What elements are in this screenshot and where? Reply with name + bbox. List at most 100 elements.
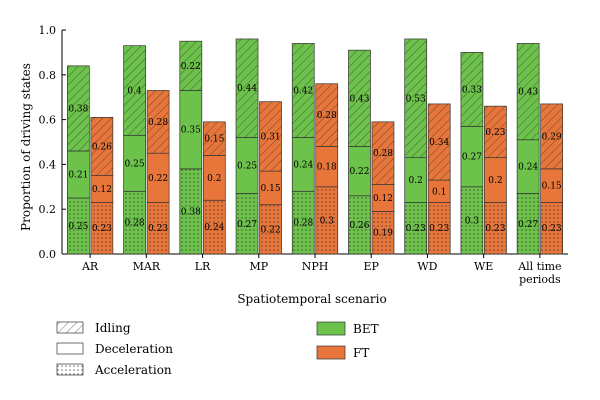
bar-fill — [292, 137, 315, 192]
bar-segment-ft-idling: 0.31 — [259, 101, 282, 172]
bar-segment-ft-deceleration: 0.15 — [259, 170, 282, 206]
y-tick-label: 0.2 — [39, 203, 57, 216]
bar-fill — [67, 150, 90, 198]
bar-segment-bet-idling: 0.43 — [516, 43, 540, 141]
bar-segment-ft-acceleration: 0.19 — [371, 211, 395, 255]
bar-hatch — [179, 41, 202, 91]
legend-label: Acceleration — [94, 363, 172, 377]
data-label: 0.24 — [293, 160, 313, 170]
bar-segment-ft-idling: 0.28 — [371, 121, 395, 185]
bar-dots — [179, 168, 202, 254]
data-label: 0.42 — [293, 86, 313, 96]
bar-segment-ft-idling: 0.23 — [484, 105, 507, 159]
x-tick-label: LR — [195, 260, 211, 273]
bar-hatch — [517, 43, 540, 140]
bar-fill — [371, 184, 394, 212]
bar-segment-bet-deceleration: 0.24 — [516, 139, 540, 194]
bar-dots — [147, 202, 170, 254]
bar-dots — [404, 202, 427, 254]
y-axis-title: Proportion of driving states — [19, 63, 33, 231]
bar-hatch — [90, 117, 113, 176]
legend-item-ft: FT — [316, 345, 369, 360]
bar-hatch — [236, 38, 259, 138]
data-label: 0.21 — [68, 170, 88, 180]
bar-outline — [179, 40, 203, 91]
bar-segment-bet-deceleration: 0.2 — [404, 157, 428, 203]
bar-segment-ft-deceleration: 0.12 — [371, 184, 395, 212]
bar-segment-ft-idling: 0.26 — [90, 117, 114, 176]
data-label: 0.19 — [373, 229, 393, 239]
bar-outline — [67, 65, 90, 152]
bar-dots — [203, 200, 226, 254]
bar-segment-bet-deceleration: 0.25 — [123, 134, 146, 192]
data-label: 0.4 — [127, 86, 142, 96]
bar-hatch — [315, 83, 338, 147]
bar-segment-bet-idling: 0.4 — [123, 45, 146, 136]
bar-outline — [202, 121, 226, 156]
bar-dots — [259, 204, 282, 254]
bar-dots — [90, 202, 113, 254]
bar-fill — [540, 168, 563, 203]
bar-fill — [259, 171, 282, 205]
bar-segment-bet-acceleration: 0.28 — [291, 190, 315, 255]
bar-outline — [484, 105, 507, 159]
bar-segment-bet-idling: 0.42 — [291, 43, 315, 138]
bar-segment-ft-acceleration: 0.23 — [90, 202, 114, 255]
bar-hatch — [484, 106, 507, 158]
bar-dots — [540, 202, 563, 254]
bar-segment-bet-acceleration: 0.23 — [404, 202, 428, 255]
data-label: 0.23 — [485, 128, 505, 138]
bar-segment-bet-acceleration: 0.38 — [179, 168, 203, 255]
x-tick-label: periods — [519, 273, 561, 286]
y-tick-label: 0.4 — [39, 158, 57, 171]
bar-hatch — [460, 52, 483, 127]
data-label: 0.53 — [406, 94, 426, 104]
data-label: 0.15 — [204, 135, 224, 145]
bar-fill — [123, 135, 146, 192]
data-label: 0.28 — [293, 219, 313, 229]
data-label: 0.27 — [462, 153, 482, 163]
bar-outline — [90, 117, 114, 176]
data-label: 0.12 — [92, 185, 112, 195]
data-label: 0.27 — [518, 220, 538, 230]
bar-fill — [428, 180, 451, 203]
bar-dots — [428, 202, 451, 254]
bar-segment-bet-idling: 0.33 — [460, 52, 484, 127]
legend-swatch-outline — [56, 321, 84, 334]
data-label: 0.23 — [485, 224, 505, 234]
data-label: 0.22 — [349, 167, 369, 177]
data-label: 0.23 — [406, 224, 426, 234]
bar-dots — [123, 191, 146, 254]
data-label: 0.2 — [488, 176, 502, 186]
bar-segment-ft-deceleration: 0.18 — [315, 146, 339, 188]
legend-item-deceleration: Deceleration — [56, 342, 173, 356]
bar-segment-bet-acceleration: 0.3 — [460, 186, 484, 255]
bar-hatch — [404, 38, 427, 158]
data-label: 0.12 — [373, 194, 393, 204]
bar-segment-ft-deceleration: 0.2 — [484, 157, 507, 203]
y-tick-label: 0.0 — [39, 248, 57, 261]
bar-fill — [404, 157, 427, 203]
x-tick-label: NPH — [302, 260, 329, 273]
legend-item-bet: BET — [316, 321, 379, 336]
bar-segment-ft-idling: 0.28 — [146, 90, 170, 154]
legend-swatch-outline — [56, 342, 84, 355]
data-label: 0.28 — [373, 149, 393, 159]
legend-swatch-bg — [57, 343, 83, 354]
x-tick-label: MAR — [133, 260, 161, 273]
x-tick-label: EP — [364, 260, 380, 273]
data-label: 0.2 — [207, 174, 221, 184]
bar-fill — [348, 146, 371, 196]
bar-hatch — [428, 103, 451, 181]
bar-hatch — [348, 50, 371, 147]
bar-segment-bet-idling: 0.44 — [235, 38, 259, 138]
bar-hatch — [67, 65, 90, 151]
bar-segment-ft-deceleration: 0.15 — [540, 168, 563, 203]
bar-fill — [147, 153, 170, 203]
bar-segment-bet-acceleration: 0.28 — [123, 190, 146, 255]
bar-dots — [315, 186, 338, 254]
bar-hatch — [123, 45, 146, 136]
data-label: 0.25 — [68, 222, 88, 232]
bar-fill — [179, 90, 202, 169]
